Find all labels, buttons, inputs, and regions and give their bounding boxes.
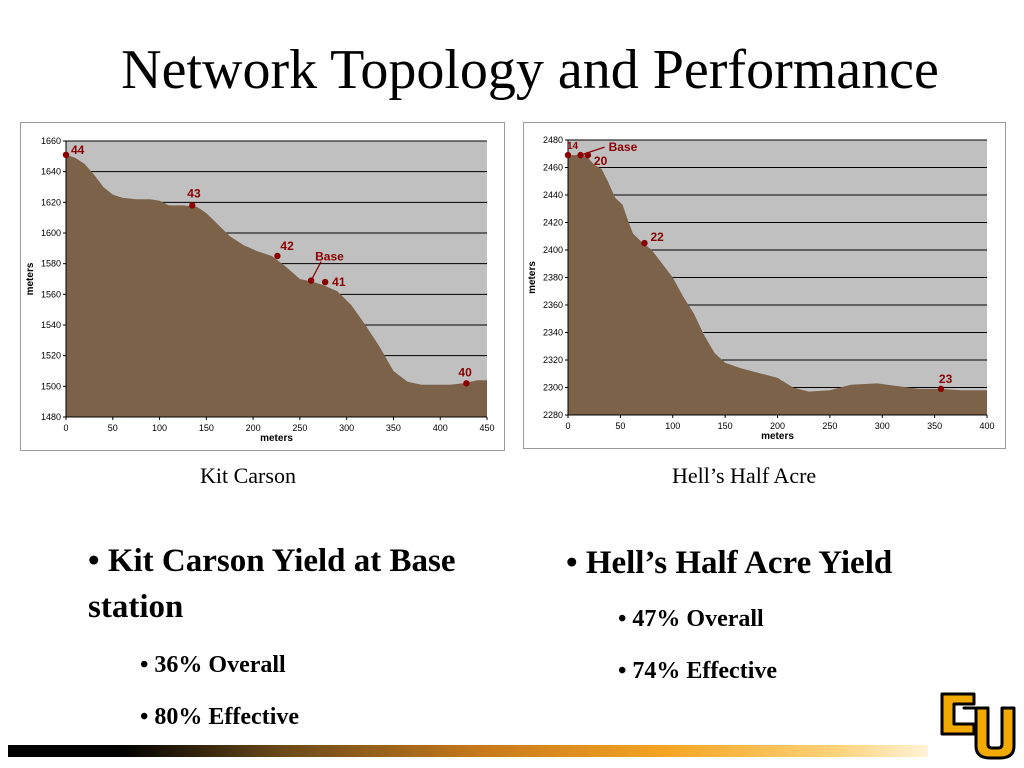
hells-half-acre-overall-bullet: • 47% Overall: [618, 606, 764, 633]
x-tick-label: 100: [152, 423, 167, 433]
hells-half-acre-effective-text: 74% Effective: [632, 658, 778, 684]
node-label: 20: [594, 154, 608, 168]
node-leader-line: [580, 146, 605, 156]
kit-carson-overall-bullet: • 36% Overall: [140, 652, 286, 679]
hells-half-acre-yield-bullet: • Hell’s Half Acre Yield: [566, 540, 892, 586]
node-marker: [937, 385, 945, 393]
node-marker: [307, 277, 315, 284]
terrain-area: [568, 155, 987, 415]
node-marker: [62, 151, 70, 158]
hells-half-acre-yield-text: Hell’s Half Acre Yield: [585, 545, 893, 581]
kit-carson-overall-text: 36% Overall: [154, 652, 286, 678]
hells-half-acre-effective-bullet: • 74% Effective: [618, 658, 777, 685]
node-leader-line: [310, 261, 322, 281]
x-tick-label: 400: [433, 423, 448, 433]
y-tick-label: 1580: [41, 259, 61, 269]
node-label: 40: [458, 365, 472, 379]
y-tick-label: 2480: [543, 135, 563, 145]
bullet-marker: •: [618, 658, 627, 684]
node-marker: [641, 239, 648, 247]
x-tick-label: 250: [292, 423, 307, 433]
hells-half-acre-overall-text: 47% Overall: [632, 606, 764, 632]
kit-carson-effective-bullet: • 80% Effective: [140, 704, 299, 731]
y-tick-label: 1560: [41, 289, 61, 299]
x-tick-label: 50: [615, 421, 625, 431]
x-tick-label: 0: [565, 421, 570, 431]
y-tick-label: 1640: [41, 167, 61, 177]
y-tick-label: 1660: [41, 136, 61, 146]
node-label: 44: [71, 143, 85, 157]
node-label: Base: [315, 250, 344, 264]
node-label: Base: [609, 140, 638, 154]
node-marker: [274, 252, 281, 260]
node-label: 41: [332, 275, 346, 289]
x-tick-label: 200: [246, 423, 261, 433]
node-marker: [564, 151, 572, 159]
y-tick-label: 2460: [543, 163, 563, 173]
bullet-marker: •: [618, 606, 627, 632]
x-tick-label: 250: [822, 421, 837, 431]
node-label: 42: [280, 239, 294, 253]
y-tick-label: 2380: [543, 273, 563, 283]
y-tick-label: 2420: [543, 218, 563, 228]
cu-logo-icon: [940, 692, 1016, 760]
x-tick-label: 150: [199, 423, 214, 433]
kit-carson-chart-svg: 1480150015201540156015801600162016401660…: [25, 136, 495, 444]
y-tick-label: 1600: [41, 228, 61, 238]
x-tick-label: 100: [665, 421, 680, 431]
y-tick-label: 2300: [543, 383, 563, 393]
slide-title: Network Topology and Performance: [121, 39, 939, 101]
node-marker: [321, 278, 329, 286]
hells-half-acre-caption: Hell’s Half Acre: [672, 463, 817, 488]
x-tick-label: 450: [479, 423, 494, 433]
hells-half-acre-chart-svg: 2280230023202340236023802400242024402460…: [527, 135, 995, 442]
node-label: 14: [567, 141, 579, 152]
kit-carson-effective-text: 80% Effective: [154, 704, 300, 730]
node-label: 23: [939, 372, 953, 386]
x-tick-label: 350: [386, 423, 401, 433]
x-axis-title: meters: [761, 431, 794, 442]
bullet-marker: •: [140, 704, 149, 730]
kit-carson-yield-text: Kit Carson Yield at Base station: [88, 543, 456, 625]
bullet-marker: •: [88, 543, 100, 579]
bullet-marker: •: [566, 545, 578, 581]
node-label: 43: [187, 186, 201, 200]
kit-carson-caption: Kit Carson: [200, 463, 296, 488]
x-tick-label: 150: [718, 421, 733, 431]
node-label: 22: [650, 230, 664, 244]
y-tick-label: 1520: [41, 351, 61, 361]
x-axis-title: meters: [260, 433, 293, 444]
x-tick-label: 50: [108, 423, 118, 433]
y-axis-title: meters: [527, 261, 538, 294]
x-tick-label: 350: [927, 421, 942, 431]
x-tick-label: 200: [770, 421, 785, 431]
y-tick-label: 2360: [543, 300, 563, 310]
y-tick-label: 1480: [41, 412, 61, 422]
kit-carson-yield-bullet: • Kit Carson Yield at Base station: [88, 538, 468, 630]
y-tick-label: 2320: [543, 355, 563, 365]
y-tick-label: 1540: [41, 320, 61, 330]
y-tick-label: 1500: [41, 381, 61, 391]
node-marker: [584, 151, 592, 159]
y-tick-label: 1620: [41, 197, 61, 207]
x-tick-label: 400: [979, 421, 994, 431]
node-marker: [189, 202, 196, 209]
hells-half-acre-chart: 2280 2300 2320 2340 2360 2380 2400 2420 2440 2460…: [523, 122, 1006, 449]
x-tick-label: 300: [875, 421, 890, 431]
kit-carson-chart: 1480 1500 1520 1540 1560 1580 1600 1620 1640 1660…: [20, 122, 505, 451]
x-tick-label: 300: [339, 423, 354, 433]
y-tick-label: 2440: [543, 190, 563, 200]
x-tick-label: 0: [63, 423, 68, 433]
bullet-marker: •: [140, 652, 149, 678]
footer-gradient-bar: [8, 745, 928, 757]
y-tick-label: 2400: [543, 245, 563, 255]
y-tick-label: 2280: [543, 410, 563, 420]
y-axis-title: meters: [25, 262, 36, 295]
y-tick-label: 2340: [543, 328, 563, 338]
terrain-area: [66, 154, 487, 418]
node-marker: [463, 380, 470, 387]
